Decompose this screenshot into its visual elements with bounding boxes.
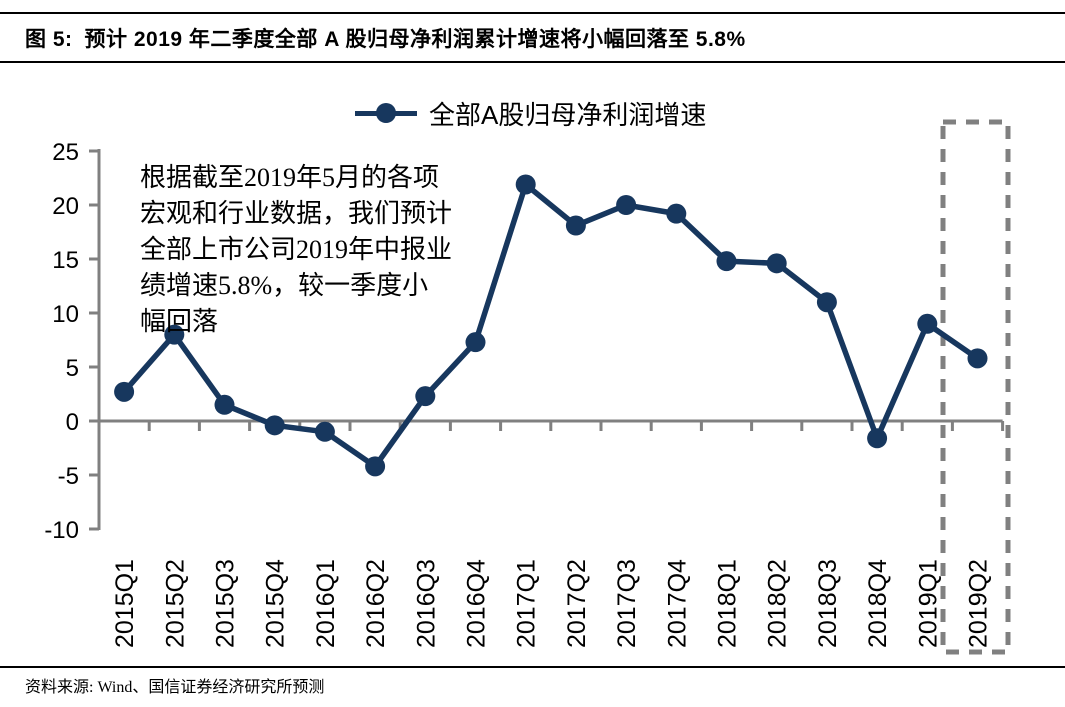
forecast-highlight-box xyxy=(940,119,1011,655)
x-tick-label: 2015Q3 xyxy=(212,559,240,648)
legend-dot-icon xyxy=(376,103,396,123)
data-point xyxy=(816,292,837,313)
footer-divider xyxy=(0,666,1065,668)
y-tick-label: 0 xyxy=(66,409,79,436)
y-tick-label: 15 xyxy=(52,247,79,274)
data-point xyxy=(264,415,285,436)
x-tick-label: 2017Q2 xyxy=(563,559,591,648)
y-tick-label: -5 xyxy=(58,463,79,490)
x-tick-label: 2018Q3 xyxy=(814,559,842,648)
x-tick-label: 2015Q2 xyxy=(161,559,189,648)
chart-legend: 全部A股归母净利润增速 xyxy=(355,98,706,130)
annotation-line: 绩增速5.8%，较一季度小 xyxy=(140,271,429,300)
annotation-line: 全部上市公司2019年中报业 xyxy=(140,235,453,264)
data-point xyxy=(666,203,687,224)
x-tick-label: 2016Q4 xyxy=(463,559,491,648)
data-point xyxy=(716,251,737,272)
x-tick-label: 2015Q4 xyxy=(262,559,290,648)
y-tick-label: 25 xyxy=(52,139,79,166)
data-point xyxy=(565,215,586,236)
data-point xyxy=(515,174,536,195)
legend-series-label: 全部A股归母净利润增速 xyxy=(429,99,707,130)
data-point xyxy=(164,324,185,345)
x-tick-label: 2017Q3 xyxy=(613,559,641,648)
annotation-line: 根据截至2019年5月的各项 xyxy=(140,163,440,192)
x-tick-label: 2016Q2 xyxy=(362,559,390,648)
annotation-line: 宏观和行业数据，我们预计 xyxy=(140,199,453,228)
x-tick-label: 2015Q1 xyxy=(111,559,139,648)
x-tick-label: 2016Q3 xyxy=(412,559,440,648)
data-point xyxy=(917,313,938,334)
y-tick-label: 5 xyxy=(66,355,79,382)
y-tick-label: 20 xyxy=(52,193,79,220)
x-tick-label: 2018Q1 xyxy=(714,559,742,648)
data-point xyxy=(967,348,988,369)
x-tick-label: 2018Q4 xyxy=(864,559,892,648)
x-tick-label: 2019Q2 xyxy=(965,559,993,648)
legend-marker xyxy=(355,98,417,128)
x-tick-label: 2018Q2 xyxy=(764,559,792,648)
data-point xyxy=(114,381,135,402)
y-tick-label: 10 xyxy=(52,301,79,328)
data-point xyxy=(616,195,637,215)
x-tick-label: 2019Q1 xyxy=(914,559,942,648)
data-point xyxy=(867,428,888,449)
data-point xyxy=(214,394,235,415)
data-point xyxy=(415,386,436,407)
top-divider xyxy=(0,12,1065,14)
annotation-line: 幅回落 xyxy=(140,307,219,336)
x-tick-label: 2017Q4 xyxy=(663,559,691,648)
source-note: 资料来源: Wind、国信证券经济研究所预测 xyxy=(25,679,325,696)
data-point xyxy=(766,253,787,274)
x-tick-label: 2017Q1 xyxy=(513,559,541,648)
chart-annotation: 根据截至2019年5月的各项 宏观和行业数据，我们预计 全部上市公司2019年中… xyxy=(140,160,452,340)
data-point xyxy=(465,332,486,353)
figure-title: 图 5: 预计 2019 年二季度全部 A 股归母净利润累计增速将小幅回落至 5.… xyxy=(25,23,746,53)
y-tick-label: -10 xyxy=(44,517,79,544)
data-point xyxy=(314,421,335,442)
data-point xyxy=(365,456,386,477)
x-tick-label: 2016Q1 xyxy=(312,559,340,648)
title-divider xyxy=(0,61,1065,63)
figure-title-text: 预计 2019 年二季度全部 A 股归母净利润累计增速将小幅回落至 5.8% xyxy=(84,28,746,51)
figure-number-label: 图 5: xyxy=(25,28,73,51)
